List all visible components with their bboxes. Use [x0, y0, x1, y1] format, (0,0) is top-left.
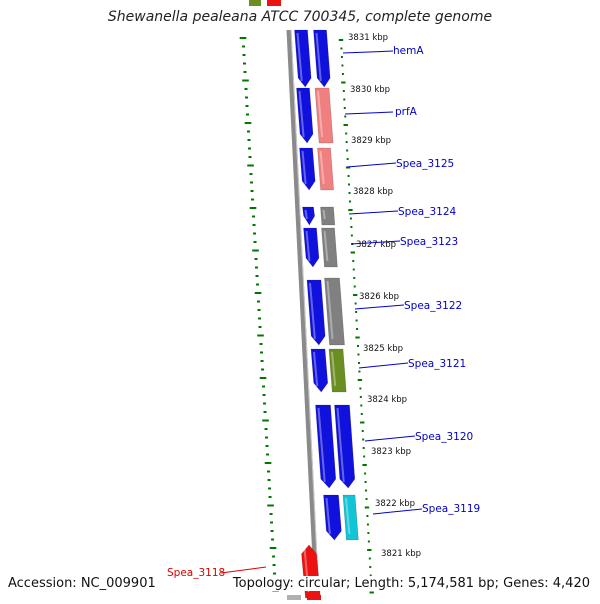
gene-spea3122-arrow[interactable] [306, 279, 326, 346]
gene-spea3119-arrow[interactable] [323, 494, 342, 541]
backbone-highlight [290, 29, 320, 601]
gene-shading [336, 407, 345, 483]
gene-shading [319, 150, 325, 185]
gene-shading [345, 497, 351, 535]
gene-label-spea3125[interactable]: Spea_3125 [396, 158, 454, 170]
partial-gene-bottom[interactable] [307, 595, 321, 600]
gene-label-leader [346, 162, 397, 168]
partial-gene-top[interactable] [249, 0, 261, 6]
gene-label-spea3119[interactable]: Spea_3119 [422, 503, 480, 515]
gene-label-spea3124[interactable]: Spea_3124 [398, 206, 457, 218]
gene-prfa-arrow[interactable] [314, 87, 334, 144]
genome-backbone [286, 29, 320, 601]
gene-shading [326, 280, 334, 340]
gene-shading [296, 32, 303, 82]
gene-shading [301, 150, 307, 185]
gene-label-leader [354, 304, 405, 310]
gene-hema-arrow[interactable] [313, 29, 331, 88]
gene-spea3125-arrow[interactable] [299, 147, 316, 191]
gene-spea3124-arrow[interactable] [320, 206, 336, 226]
genome-title: Shewanella pealeana ATCC 700345, complet… [107, 9, 493, 25]
gene-label-spea3118[interactable]: Spea_3118 [167, 567, 225, 579]
accession-label: Accession: NC_009901 [8, 576, 156, 591]
gene-label-prfa[interactable]: prfA [395, 106, 418, 118]
kbp-tick-label: 3821 kbp [381, 549, 421, 559]
kbp-tick-label: 3827 kbp [356, 240, 396, 250]
kbp-tick-label: 3824 kbp [367, 395, 407, 405]
gene-spea3123-arrow[interactable] [303, 227, 320, 268]
gene-label-leader [342, 50, 394, 54]
partial-gene-bottom[interactable] [287, 595, 301, 600]
gene-label-spea3122[interactable]: Spea_3122 [404, 300, 462, 312]
gene-shading [313, 351, 319, 387]
gene-label-spea3120[interactable]: Spea_3120 [415, 431, 473, 443]
gene-spea3124-arrow[interactable] [302, 206, 315, 226]
kbp-tick-label: 3830 kbp [350, 85, 390, 95]
gene-label-leader [348, 210, 399, 215]
gene-hema-arrow[interactable] [294, 29, 312, 88]
gene-label-leader [364, 435, 416, 442]
gene-spea3121-arrow[interactable] [310, 348, 329, 393]
gene-spea3120-arrow[interactable] [334, 404, 356, 489]
gene-label-leader [372, 508, 423, 515]
gene-label-leader [350, 240, 401, 245]
gene-label-leader [220, 566, 267, 574]
gene-shading [305, 230, 311, 262]
gene-label-spea3123[interactable]: Spea_3123 [400, 236, 458, 248]
gene-spea3121-arrow[interactable] [328, 348, 347, 393]
gene-shading [323, 230, 329, 262]
gene-label-leader [358, 362, 409, 369]
gene-shading [304, 209, 308, 220]
gene-shading [298, 90, 305, 138]
gene-label-hema[interactable]: hemA [393, 45, 424, 57]
kbp-tick-label: 3825 kbp [363, 344, 403, 354]
gene-shading [325, 497, 331, 535]
kbp-tick-label: 3829 kbp [351, 136, 391, 146]
gene-spea3122-arrow[interactable] [324, 277, 345, 346]
gene-spea3125-arrow[interactable] [317, 147, 334, 191]
kbp-tick-label: 3826 kbp [359, 292, 399, 302]
gene-spea3120-arrow[interactable] [315, 404, 337, 489]
kbp-tick-label: 3828 kbp [353, 187, 393, 197]
gene-shading [331, 351, 337, 387]
partial-gene-top[interactable] [267, 0, 281, 6]
kbp-tick-label: 3822 kbp [375, 499, 415, 509]
gene-spea3123-arrow[interactable] [321, 227, 338, 268]
kbp-tick-label: 3831 kbp [348, 33, 388, 43]
gene-shading [317, 90, 324, 138]
gene-shading [309, 282, 316, 340]
kbp-tick-label: 3823 kbp [371, 447, 411, 457]
gene-shading [317, 407, 326, 483]
topology-label: Topology: circular; Length: 5,174,581 bp… [232, 576, 590, 591]
gene-prfa-arrow[interactable] [296, 87, 314, 144]
gene-label-spea3121[interactable]: Spea_3121 [408, 358, 466, 370]
gene-shading [315, 32, 322, 82]
gene-label-leader [344, 111, 394, 115]
gene-shading [322, 209, 326, 220]
gene-spea3119-arrow[interactable] [342, 494, 359, 541]
